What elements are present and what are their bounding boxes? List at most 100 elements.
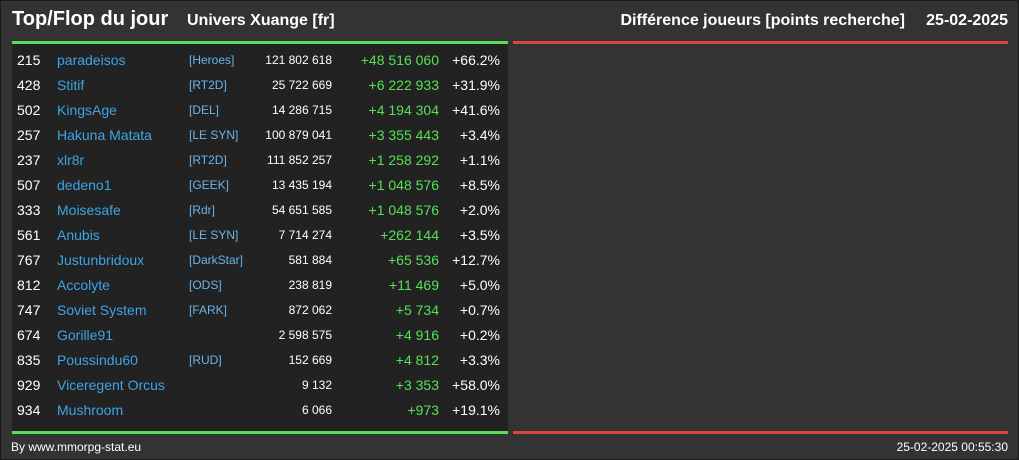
alliance-tag-link[interactable]: [Heroes] [189,53,235,67]
generated-timestamp: 25-02-2025 00:55:30 [896,440,1008,454]
table-row: 502 KingsAge [DEL] 14 286 715 +4 194 304 +41.… [12,98,508,123]
points-cell: 25 722 669 [271,78,332,92]
player-name-link[interactable]: xlr8r [57,152,85,168]
alliance-tag-link[interactable]: [RUD] [189,353,222,367]
percent-cell: +31.9% [452,77,500,93]
table-row: 747 Soviet System [FARK] 872 062 +5 734 +0.7% [12,298,508,323]
percent-cell: +5.0% [459,277,500,293]
player-name-link[interactable]: Viceregent Orcus [57,377,165,393]
alliance-tag-link[interactable]: [GEEK] [189,178,230,192]
percent-cell: +8.5% [459,177,500,193]
points-cell: 6 066 [301,403,332,417]
table-row: 257 Hakuna Matata [LE SYN] 100 879 041 +3 35… [12,123,508,148]
rank-cell: 934 [17,402,41,418]
points-cell: 2 598 575 [278,328,332,342]
percent-cell: +12.7% [452,252,500,268]
points-cell: 121 802 618 [265,53,332,67]
player-name-link[interactable]: dedeno1 [57,177,112,193]
player-name-link[interactable]: Accolyte [57,277,110,293]
percent-cell: +3.5% [459,227,500,243]
diff-cell: +262 144 [380,227,439,243]
percent-cell: +2.0% [459,202,500,218]
points-cell: 872 062 [288,303,332,317]
top-gainers-panel: 215 paradeisos [Heroes] 121 802 618 +48 516 … [12,44,508,431]
flop-losers-panel [513,44,1008,431]
rank-cell: 215 [17,52,41,68]
alliance-tag-link[interactable]: [RT2D] [189,153,227,167]
rank-cell: 747 [17,302,41,318]
alliance-tag-link[interactable]: [FARK] [189,303,228,317]
points-cell: 100 879 041 [265,128,332,142]
points-cell: 238 819 [288,278,332,292]
player-name-link[interactable]: Mushroom [57,402,124,418]
rank-cell: 929 [17,377,41,393]
table-row: 835 Poussindu60 [RUD] 152 669 +4 812 +3.3% [12,348,508,373]
player-name-link[interactable]: paradeisos [57,52,126,68]
rank-cell: 767 [17,252,41,268]
percent-cell: +66.2% [452,52,500,68]
diff-cell: +1 048 576 [368,177,439,193]
diff-cell: +4 194 304 [368,102,439,118]
diff-cell: +48 516 060 [360,52,439,68]
diff-cell: +1 048 576 [368,202,439,218]
player-name-link[interactable]: Justunbridoux [57,252,145,268]
rank-cell: 257 [17,127,41,143]
table-row: 929 Viceregent Orcus 9 132 +3 353 +58.0% [12,373,508,398]
rank-cell: 561 [17,227,41,243]
rank-cell: 502 [17,102,41,118]
player-name-link[interactable]: Poussindu60 [57,352,138,368]
table-row: 934 Mushroom 6 066 +973 +19.1% [12,398,508,423]
diff-cell: +4 812 [395,352,439,368]
rank-cell: 812 [17,277,41,293]
diff-cell: +1 258 292 [368,152,439,168]
points-cell: 152 669 [288,353,332,367]
rank-cell: 333 [17,202,41,218]
alliance-tag-link[interactable]: [LE SYN] [189,128,239,142]
player-name-link[interactable]: Stitif [57,77,85,93]
diff-cell: +973 [407,402,439,418]
points-cell: 14 286 715 [271,103,332,117]
alliance-tag-link[interactable]: [Rdr] [189,203,216,217]
diff-cell: +6 222 933 [368,77,439,93]
alliance-tag-link[interactable]: [LE SYN] [189,228,239,242]
player-name-link[interactable]: Hakuna Matata [57,127,152,143]
diff-cell: +11 469 [389,277,439,293]
gain-divider-bottom [12,431,508,434]
alliance-tag-link[interactable]: [DarkStar] [189,253,244,267]
player-name-link[interactable]: Moisesafe [57,202,121,218]
header: Top/Flop du jour Univers Xuange [fr] Dif… [1,1,1018,41]
points-cell: 9 132 [301,378,332,392]
alliance-tag-link[interactable]: [DEL] [189,103,220,117]
table-row: 767 Justunbridoux [DarkStar] 581 884 +65 536… [12,248,508,273]
table-row: 333 Moisesafe [Rdr] 54 651 585 +1 048 576 +2.… [12,198,508,223]
percent-cell: +0.2% [459,327,500,343]
percent-cell: +3.3% [459,352,500,368]
table-row: 215 paradeisos [Heroes] 121 802 618 +48 516 … [12,48,508,73]
rank-cell: 237 [17,152,41,168]
diff-cell: +5 734 [395,302,439,318]
points-cell: 13 435 194 [271,178,332,192]
diff-cell: +4 916 [395,327,439,343]
diff-cell: +3 355 443 [368,127,439,143]
player-name-link[interactable]: KingsAge [57,102,117,118]
percent-cell: +3.4% [459,127,500,143]
diff-cell: +65 536 [388,252,439,268]
rank-cell: 507 [17,177,41,193]
table-row: 428 Stitif [RT2D] 25 722 669 +6 222 933 +31.9… [12,73,508,98]
player-name-link[interactable]: Gorille91 [57,327,114,343]
points-cell: 54 651 585 [271,203,332,217]
percent-cell: +58.0% [452,377,500,393]
player-name-link[interactable]: Soviet System [57,302,147,318]
rank-cell: 428 [17,77,41,93]
points-cell: 7 714 274 [278,228,332,242]
page-title: Top/Flop du jour [12,8,169,30]
universe-label: Univers Xuange [fr] [187,12,335,29]
site-credit[interactable]: By www.mmorpg-stat.eu [11,440,142,454]
percent-cell: +0.7% [459,302,500,318]
player-name-link[interactable]: Anubis [57,227,100,243]
percent-cell: +41.6% [452,102,500,118]
loss-divider-bottom [513,431,1008,434]
alliance-tag-link[interactable]: [ODS] [189,278,222,292]
alliance-tag-link[interactable]: [RT2D] [189,78,227,92]
